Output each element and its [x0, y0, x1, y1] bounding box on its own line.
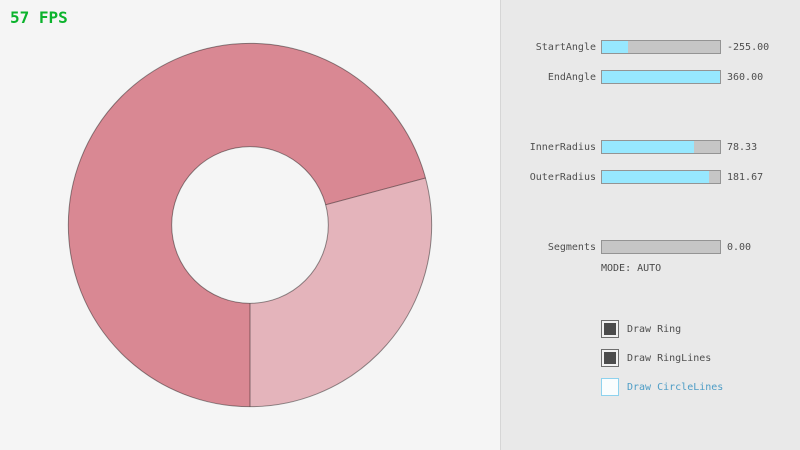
start-angle-value: -255.00	[727, 42, 770, 53]
outer-radius-value: 181.67	[727, 172, 764, 183]
outer-radius-label: OuterRadius	[529, 172, 596, 183]
ring-graphic	[67, 42, 433, 408]
inner-radius-label: InnerRadius	[529, 142, 596, 153]
draw-circle-lines-label: Draw CircleLines	[627, 382, 724, 393]
ring-outer-circle-line	[67, 42, 433, 408]
fps-counter: 57 FPS	[10, 8, 68, 27]
outer-radius-slider[interactable]	[601, 170, 721, 184]
inner-radius-value: 78.33	[727, 142, 758, 153]
start-angle-slider-fill	[602, 41, 628, 53]
draw-ring-lines-checkbox[interactable]	[601, 349, 619, 367]
ring-sector-light	[250, 177, 432, 407]
checkbox-draw-ring-lines[interactable]: Draw RingLines	[601, 349, 800, 367]
outer-radius-slider-fill	[602, 171, 710, 183]
draw-ring-label: Draw Ring	[627, 324, 682, 335]
checkbox-draw-circle-lines[interactable]: Draw CircleLines	[601, 378, 800, 396]
inner-radius-slider-fill	[602, 141, 695, 153]
ring-lines	[67, 42, 433, 408]
segments-slider[interactable]	[601, 240, 721, 254]
end-angle-slider[interactable]	[601, 70, 721, 84]
ring-inner-circle-line	[171, 146, 329, 304]
ring-start-angle-line	[325, 177, 426, 206]
end-angle-label: EndAngle	[547, 72, 596, 83]
slider-row-outer-radius: OuterRadius 181.67	[501, 170, 800, 184]
end-angle-slider-fill	[602, 71, 720, 83]
checkmark-icon	[604, 323, 616, 335]
start-angle-slider[interactable]	[601, 40, 721, 54]
inner-radius-slider[interactable]	[601, 140, 721, 154]
ring-sector-dark	[68, 43, 426, 407]
end-angle-value: 360.00	[727, 72, 764, 83]
checkmark-icon	[604, 352, 616, 364]
slider-row-start-angle: StartAngle -255.00	[501, 40, 800, 54]
slider-row-end-angle: EndAngle 360.00	[501, 70, 800, 84]
draw-ring-checkbox[interactable]	[601, 320, 619, 338]
slider-row-segments: Segments 0.00	[501, 240, 800, 254]
checkbox-draw-ring[interactable]: Draw Ring	[601, 320, 800, 338]
slider-row-inner-radius: InnerRadius 78.33	[501, 140, 800, 154]
draw-circle-lines-checkbox[interactable]	[601, 378, 619, 396]
segments-mode-text: MODE: AUTO	[601, 263, 662, 274]
segments-label: Segments	[547, 242, 596, 253]
segments-value: 0.00	[727, 242, 752, 253]
draw-ring-lines-label: Draw RingLines	[627, 353, 712, 364]
control-panel: StartAngle -255.00 EndAngle 360.00 Inner…	[500, 0, 800, 450]
start-angle-label: StartAngle	[535, 42, 596, 53]
